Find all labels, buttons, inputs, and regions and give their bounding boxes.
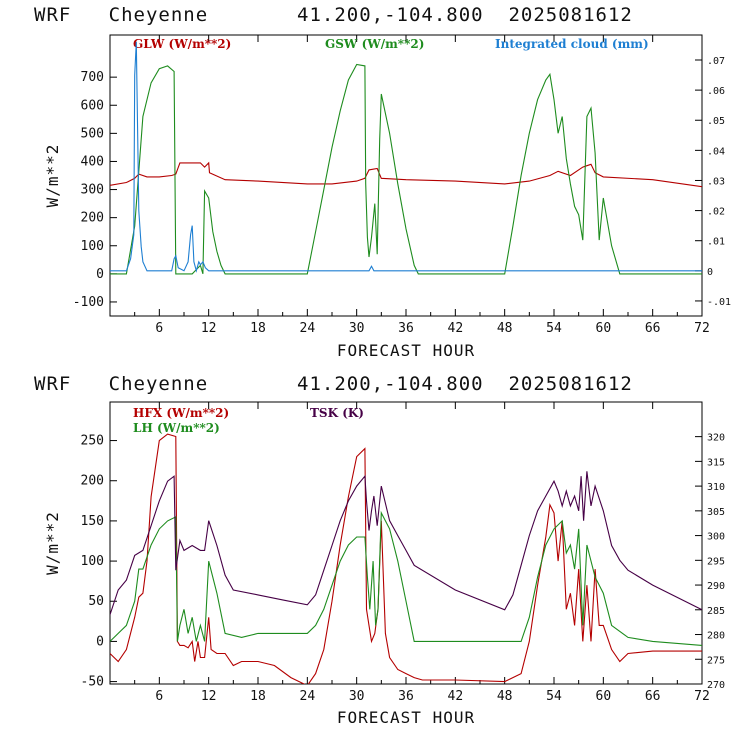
x-tick-label: 66: [645, 689, 661, 704]
y2-tick-label: .01: [707, 237, 725, 248]
x-tick-label: 24: [300, 689, 316, 704]
plot-frame: [109, 34, 703, 317]
y-tick-label: 150: [81, 514, 104, 529]
series-line-hfx: [110, 433, 702, 684]
y-tick-label: 0: [96, 634, 104, 649]
x-tick-label: 48: [497, 689, 513, 704]
x-tick-label: 30: [349, 689, 365, 704]
y2-tick-label: .06: [707, 86, 725, 97]
y2-tick-label: 275: [707, 655, 725, 666]
header-bottom: WRF Cheyenne: [34, 373, 208, 395]
legend-entry: Integrated cloud (mm): [495, 37, 649, 51]
y2-tick-label: 315: [707, 457, 725, 468]
x-tick-label: 6: [155, 321, 163, 336]
model-label: WRF: [34, 4, 72, 26]
y2-tick-label: 270: [707, 680, 725, 691]
y-axis-label: W/m**2: [43, 511, 62, 575]
x-tick-label: 12: [201, 321, 217, 336]
y-tick-label: 200: [81, 474, 104, 489]
y2-tick-label: 305: [707, 507, 725, 518]
legend-entry: TSK (K): [310, 406, 364, 420]
x-tick-label: 48: [497, 321, 513, 336]
coords-top: 41.200,-104.800 2025081612: [297, 4, 633, 26]
x-tick-label: 60: [596, 321, 612, 336]
y2-tick-label: 290: [707, 581, 725, 592]
y-axis-label: W/m**2: [43, 144, 62, 208]
y-tick-label: 500: [81, 126, 104, 141]
station-label-2: Cheyenne: [108, 373, 209, 395]
x-tick-label: 66: [645, 321, 661, 336]
y2-tick-label: 295: [707, 556, 725, 567]
run-label: 2025081612: [508, 4, 633, 26]
x-tick-label: 72: [694, 321, 710, 336]
station-label: Cheyenne: [108, 4, 209, 26]
x-axis-label: FORECAST HOUR: [337, 708, 475, 727]
header-top: WRF Cheyenne: [34, 4, 208, 26]
coords-label: 41.200,-104.800: [297, 4, 484, 26]
y-tick-label: 300: [81, 183, 104, 198]
model-label-2: WRF: [34, 373, 72, 395]
x-tick-label: 18: [250, 689, 266, 704]
y2-tick-label: .04: [707, 146, 725, 157]
series-line-glw: [110, 161, 702, 188]
coords-bottom: 41.200,-104.800 2025081612: [297, 373, 633, 395]
y-tick-label: 100: [81, 554, 104, 569]
x-tick-label: 60: [596, 689, 612, 704]
x-tick-label: 36: [398, 689, 414, 704]
x-tick-label: 18: [250, 321, 266, 336]
series-line-integrated: [110, 41, 702, 273]
y2-tick-label: .03: [707, 176, 725, 187]
y-tick-label: 0: [96, 267, 104, 282]
x-tick-label: 42: [448, 321, 464, 336]
y2-tick-label: 0: [707, 267, 713, 278]
legend-entry: GLW (W/m**2): [133, 37, 231, 51]
y2-tick-label: .07: [707, 56, 725, 67]
x-tick-label: 54: [546, 689, 562, 704]
x-axis-label: FORECAST HOUR: [337, 341, 475, 360]
x-tick-label: 12: [201, 689, 217, 704]
x-tick-label: 30: [349, 321, 365, 336]
chart-1: 6 12 18 24 30 36 42 48 54 60 66 72 -100 0 100 200 300 400…: [43, 34, 731, 360]
x-tick-label: 6: [155, 689, 163, 704]
y-tick-label: 250: [81, 434, 104, 449]
y-tick-label: -50: [81, 675, 104, 690]
y-tick-label: 600: [81, 98, 104, 113]
x-tick-label: 24: [300, 321, 316, 336]
y-tick-label: 200: [81, 211, 104, 226]
y-tick-label: 50: [88, 594, 104, 609]
legend-entry: HFX (W/m**2): [133, 406, 229, 420]
legend-entry: LH (W/m**2): [133, 421, 220, 435]
series-line-tsk: [110, 471, 702, 615]
plot-frame: [109, 401, 703, 685]
x-tick-label: 54: [546, 321, 562, 336]
series-line-gsw: [110, 63, 702, 275]
y-tick-label: -100: [73, 295, 104, 310]
run-label-2: 2025081612: [508, 373, 633, 395]
y2-tick-label: 285: [707, 606, 725, 617]
coords-label-2: 41.200,-104.800: [297, 373, 484, 395]
y-tick-label: 400: [81, 154, 104, 169]
y-tick-label: 700: [81, 70, 104, 85]
legend-entry: GSW (W/m**2): [325, 37, 424, 51]
y2-tick-label: -.01: [707, 297, 731, 308]
x-tick-label: 42: [448, 689, 464, 704]
y2-tick-label: 320: [707, 433, 725, 444]
y2-tick-label: .05: [707, 116, 725, 127]
series-line-lh: [110, 510, 702, 646]
y2-tick-label: 280: [707, 631, 725, 642]
y-tick-label: 100: [81, 239, 104, 254]
x-tick-label: 72: [694, 689, 710, 704]
x-tick-label: 36: [398, 321, 414, 336]
y2-tick-label: 310: [707, 482, 725, 493]
y2-tick-label: 300: [707, 532, 725, 543]
chart-2: 6 12 18 24 30 36 42 48 54 60 66 72 -50 0 50 100 150 200 25…: [43, 401, 725, 727]
y2-tick-label: .02: [707, 207, 725, 218]
